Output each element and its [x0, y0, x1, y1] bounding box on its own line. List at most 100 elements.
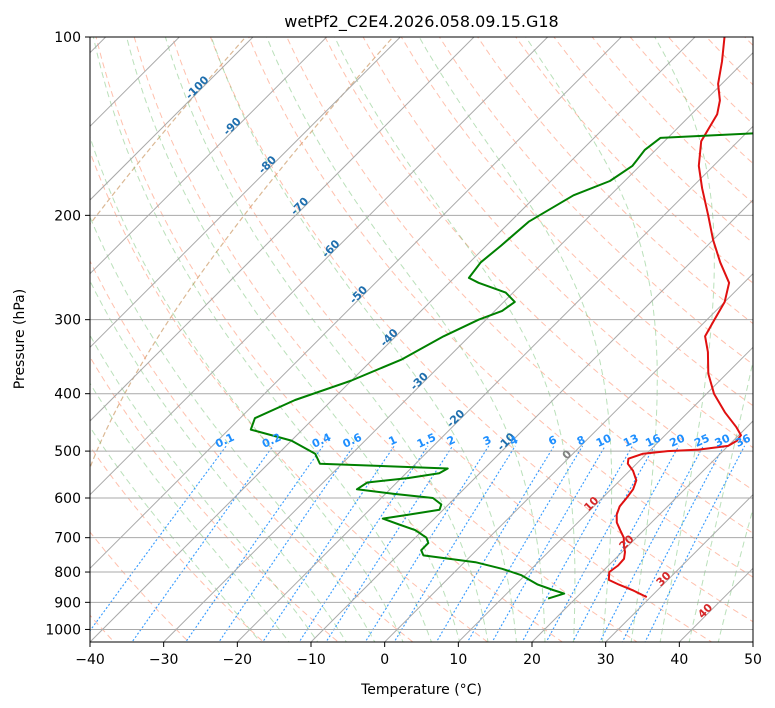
dry-adiabat: [705, 37, 753, 86]
mixing-ratio-line: [325, 445, 454, 642]
isotherm-label: -50: [347, 283, 370, 306]
mixing-ratio-label: 2: [445, 433, 457, 448]
mixing-ratio-label: 13: [621, 432, 640, 450]
mixing-ratio-label: 0.1: [213, 431, 236, 451]
mixing-ratio-line: [393, 445, 516, 642]
y-tick-label: 1000: [45, 622, 81, 638]
dry-adiabat: [171, 37, 713, 642]
x-tick-label: −10: [296, 652, 326, 668]
mixing-ratio-label: 1.5: [415, 431, 438, 451]
y-tick-label: 400: [54, 387, 81, 403]
dry-adiabat: [90, 531, 190, 642]
dry-adiabat: [133, 37, 638, 642]
y-tick-label: 800: [54, 565, 81, 581]
x-tick-label: 40: [670, 652, 688, 668]
isotherm-line: [310, 199, 753, 642]
isotherm-line: [678, 567, 753, 642]
isotherm-label: -90: [221, 115, 244, 138]
plot-frame: [89, 36, 754, 643]
dewpoint-profile: [249, 132, 753, 600]
moist-adiabat: [418, 37, 613, 642]
dry-adiabat: [438, 37, 753, 366]
isotherm-line: [752, 641, 753, 642]
dry-adiabat: [756, 10, 775, 654]
mixing-ratio-line: [466, 445, 584, 642]
y-tick-label: 600: [54, 491, 81, 507]
moist-adiabat: [266, 37, 546, 642]
mixing-ratio-line: [491, 445, 606, 642]
dry-adiabat: [95, 37, 564, 642]
dry-adiabat: [248, 37, 753, 578]
isotherm-label: -60: [319, 237, 342, 260]
dry-adiabat: [90, 356, 339, 642]
x-tick-label: 0: [380, 652, 389, 668]
mixing-ratio-label: 1: [387, 433, 399, 448]
isotherm-line: [90, 37, 475, 422]
mixing-ratio-line: [298, 445, 429, 642]
isotherm-label: 20: [617, 532, 637, 552]
isotherm-label: -40: [378, 326, 401, 349]
moist-adiabat: [688, 358, 753, 642]
isotherm-line: [604, 493, 753, 642]
moist-adiabat: [654, 37, 715, 642]
y-tick-label: 700: [54, 531, 81, 547]
dry-adiabat: [629, 37, 753, 165]
isotherm-label: -100: [183, 73, 212, 102]
isotherm-line: [383, 272, 753, 642]
dry-adiabat: [209, 37, 753, 623]
moist-adiabat: [525, 37, 658, 642]
x-tick-label: 50: [744, 652, 762, 668]
x-tick-label: −30: [149, 652, 179, 668]
dry-adiabat: [286, 37, 753, 534]
mixing-ratio-label: 0.4: [310, 431, 333, 451]
x-tick-label: −40: [75, 652, 105, 668]
x-tick-label: 30: [597, 652, 615, 668]
moist-adiabat: [164, 37, 489, 642]
x-tick-label: −20: [223, 652, 253, 668]
mixing-ratio-label: 0.6: [341, 431, 364, 451]
mixing-ratio-label: 10: [594, 431, 614, 449]
y-tick-label: 500: [54, 444, 81, 460]
mixing-ratio-label: 30: [713, 431, 733, 449]
mixing-ratio-line: [262, 445, 395, 642]
x-tick-label: 10: [449, 652, 467, 668]
isotherm-line: [162, 51, 753, 642]
y-tick-label: 300: [54, 313, 81, 329]
isotherm-label: 40: [695, 601, 715, 621]
dry-adiabat: [515, 37, 753, 284]
isotherm-line: [90, 37, 623, 570]
y-tick-label: 200: [54, 208, 81, 224]
dry-adiabat: [324, 37, 753, 491]
moist-adiabat: [717, 506, 753, 642]
mixing-ratio-line: [90, 445, 227, 632]
isotherm-label: 10: [581, 494, 601, 514]
y-tick-label: 900: [54, 595, 81, 611]
y-tick-label: 100: [54, 30, 81, 46]
x-tick-label: 20: [523, 652, 541, 668]
x-axis-label: Temperature (°C): [360, 682, 482, 698]
isotherm-line: [457, 346, 753, 642]
dry-adiabat: [362, 37, 753, 449]
mixing-ratio-label: 36: [733, 431, 753, 449]
mixing-ratio-label: 25: [692, 432, 711, 450]
dry-adiabat: [90, 150, 489, 642]
mixing-ratio-line: [545, 445, 656, 642]
isotherm-line: [90, 37, 696, 642]
isotherm-line: [0, 10, 59, 654]
dry-adiabat: [90, 445, 265, 642]
dry-adiabat: [591, 37, 753, 204]
dry-adiabat: [90, 259, 414, 642]
moist-adiabat: [90, 279, 347, 642]
mixing-ratio-line: [644, 445, 746, 642]
mixing-ratio-label: 20: [668, 431, 688, 449]
moist-adiabat: [126, 37, 461, 642]
isotherm-line: [90, 37, 181, 128]
isotherm-line: [90, 37, 402, 349]
mixing-ratio-label: 3: [481, 433, 493, 448]
isotherm-label: -30: [408, 370, 431, 393]
isotherm-line: [531, 420, 753, 642]
chart-title: wetPf2_C2E4.2026.058.09.15.G18: [284, 12, 558, 32]
isotherm-line: [90, 37, 254, 201]
mixing-ratio-line: [218, 445, 355, 642]
